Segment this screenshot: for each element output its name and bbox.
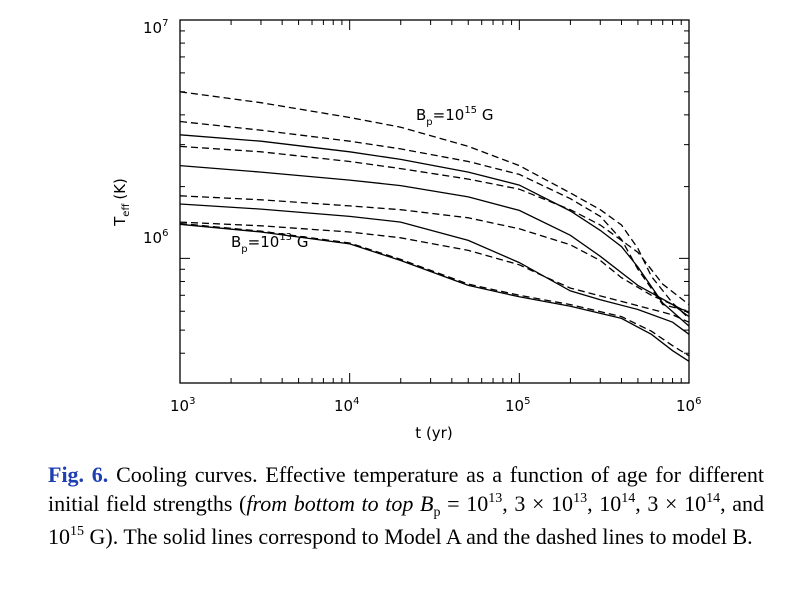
caption-sup-4: 14: [706, 491, 721, 506]
caption-sup-5: 15: [70, 524, 84, 539]
caption-sub: p: [433, 505, 441, 520]
y-tick-label-1e6: 106: [143, 228, 168, 247]
series-line-model-b-7: [179, 145, 690, 306]
plot-frame: [179, 19, 690, 384]
series-line-model-a-6: [179, 134, 690, 327]
series-line-model-a-2: [179, 203, 690, 335]
axis-ticks: [179, 19, 690, 384]
x-tick-label-1e4: 104: [334, 396, 359, 415]
series-line-model-b-9: [179, 120, 690, 312]
x-tick-label-1e5: 105: [505, 396, 530, 415]
cooling-curves-chart: 103 104 105 106 107 106 t (yr) Teff(K) B…: [111, 18, 701, 442]
series-line-model-b-8: [179, 91, 690, 319]
series-layer: [179, 91, 690, 362]
x-tick-label-1e6: 106: [676, 396, 701, 415]
series-line-model-b-5: [179, 195, 690, 314]
caption-sup-2: 13: [573, 491, 588, 506]
x-tick-label-1e3: 103: [170, 396, 195, 415]
annotation-bp-1e15: Bp=1015 G: [416, 105, 493, 128]
caption-text-1: Cooling curves. Effective temperature as…: [48, 462, 764, 516]
annotation-bp-1e13: Bp=1013 G: [231, 232, 308, 255]
figure-label: Fig. 6.: [48, 462, 109, 487]
caption-text-7: , and 10: [48, 491, 764, 549]
series-line-model-b-3: [179, 221, 690, 323]
caption-italic: from bottom to top B: [246, 491, 434, 516]
caption-text-3: = 10: [440, 491, 489, 516]
caption-text-5: , 10: [587, 491, 622, 516]
y-axis-label: Teff(K): [111, 178, 132, 227]
series-line-model-a-0: [179, 223, 690, 362]
series-line-model-a-4: [179, 164, 690, 318]
x-axis-label: t (yr): [415, 424, 452, 442]
caption-text-4: , 3 × 10: [502, 491, 574, 516]
caption-sup-3: 14: [621, 491, 636, 506]
caption-sup-1: 13: [488, 491, 503, 506]
y-tick-label-1e7: 107: [143, 18, 168, 37]
caption-text-8: G). The solid lines correspond to Model …: [84, 524, 753, 549]
caption-text-6: , 3 × 10: [635, 491, 707, 516]
figure-caption: Fig. 6. Cooling curves. Effective temper…: [48, 460, 764, 555]
